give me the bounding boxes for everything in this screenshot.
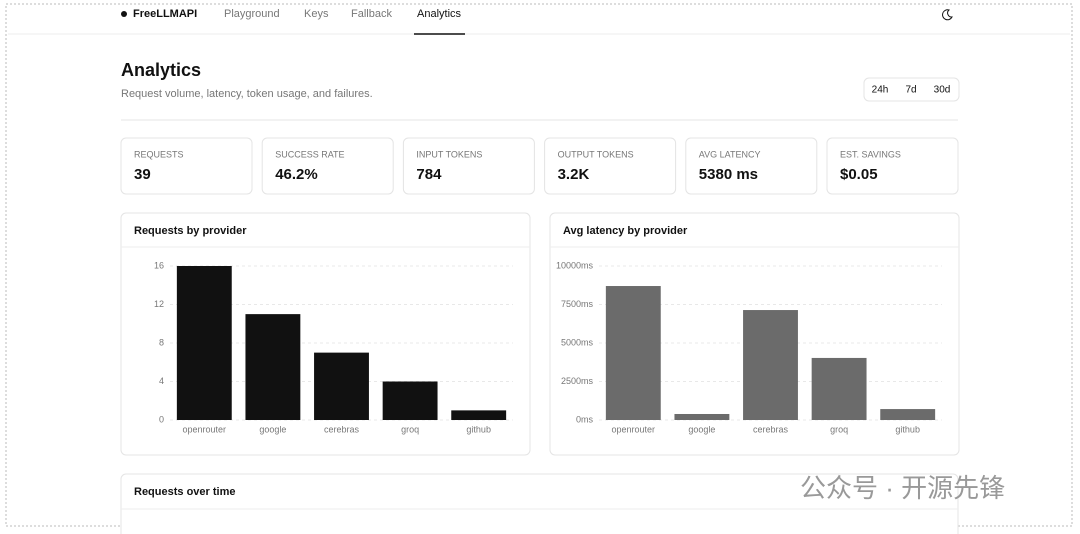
stat-card <box>261 137 394 195</box>
stat-card <box>685 137 818 195</box>
bar <box>743 310 798 420</box>
y-tick-label: 0 <box>159 414 164 424</box>
chart-title: Requests by provider <box>134 225 247 237</box>
x-tick-label: openrouter <box>612 424 656 434</box>
bar <box>880 409 936 420</box>
bar <box>245 314 301 420</box>
range-button[interactable]: 7d <box>905 85 916 96</box>
x-tick-label: github <box>466 424 491 434</box>
x-tick-label: cerebras <box>753 424 789 434</box>
x-tick-label: groq <box>401 424 419 434</box>
y-tick-label: 8 <box>159 337 164 347</box>
panel-title: Requests over time <box>134 486 235 498</box>
bar <box>382 381 438 420</box>
brand[interactable]: FreeLLMAPI <box>133 8 197 20</box>
bar <box>811 357 867 420</box>
stat-label: OUTPUT TOKENS <box>558 149 634 159</box>
range-group <box>863 77 960 102</box>
bar <box>314 352 369 420</box>
stat-value: 5380 ms <box>699 166 758 183</box>
stat-card <box>402 137 535 195</box>
stat-value: 46.2% <box>275 166 318 183</box>
page-subtitle: Request volume, latency, token usage, an… <box>121 88 373 100</box>
x-tick-label: google <box>688 424 715 434</box>
stat-value: 39 <box>134 166 151 183</box>
x-tick-label: groq <box>830 424 848 434</box>
stat-label: REQUESTS <box>134 149 184 159</box>
x-tick-label: openrouter <box>183 424 227 434</box>
stat-label: EST. SAVINGS <box>840 149 901 159</box>
y-tick-label: 2500ms <box>561 376 594 386</box>
y-tick-label: 0ms <box>576 414 594 424</box>
theme-toggle[interactable] <box>942 9 953 21</box>
y-tick-label: 16 <box>154 260 164 270</box>
nav-link[interactable]: Playground <box>224 8 280 20</box>
bar <box>176 266 232 420</box>
stat-value: 784 <box>416 166 442 183</box>
page-title: Analytics <box>121 60 201 80</box>
y-tick-label: 4 <box>159 376 164 386</box>
stat-card <box>544 137 677 195</box>
x-tick-label: github <box>895 424 920 434</box>
stat-value: $0.05 <box>840 166 878 183</box>
stat-label: INPUT TOKENS <box>416 149 482 159</box>
x-tick-label: cerebras <box>324 424 360 434</box>
stat-card <box>826 137 959 195</box>
bar <box>451 410 507 420</box>
range-button[interactable]: 24h <box>872 85 889 96</box>
y-tick-label: 12 <box>154 299 164 309</box>
bar <box>674 413 730 420</box>
y-tick-label: 5000ms <box>561 337 594 347</box>
nav-link[interactable]: Keys <box>304 8 329 20</box>
chart-title: Avg latency by provider <box>563 225 688 237</box>
watermark: 公众号 · 开源先锋 <box>800 473 1005 503</box>
y-tick-label: 7500ms <box>561 299 594 309</box>
range-button[interactable]: 30d <box>934 85 951 96</box>
stat-value: 3.2K <box>558 166 590 183</box>
nav-link-active[interactable]: Analytics <box>417 8 462 20</box>
y-tick-label: 10000ms <box>556 260 594 270</box>
bar <box>605 286 661 420</box>
stat-card <box>120 137 253 195</box>
x-tick-label: google <box>259 424 286 434</box>
brand-dot <box>121 11 127 17</box>
nav-link[interactable]: Fallback <box>351 8 392 20</box>
stat-label: SUCCESS RATE <box>275 149 344 159</box>
stat-label: AVG LATENCY <box>699 149 761 159</box>
